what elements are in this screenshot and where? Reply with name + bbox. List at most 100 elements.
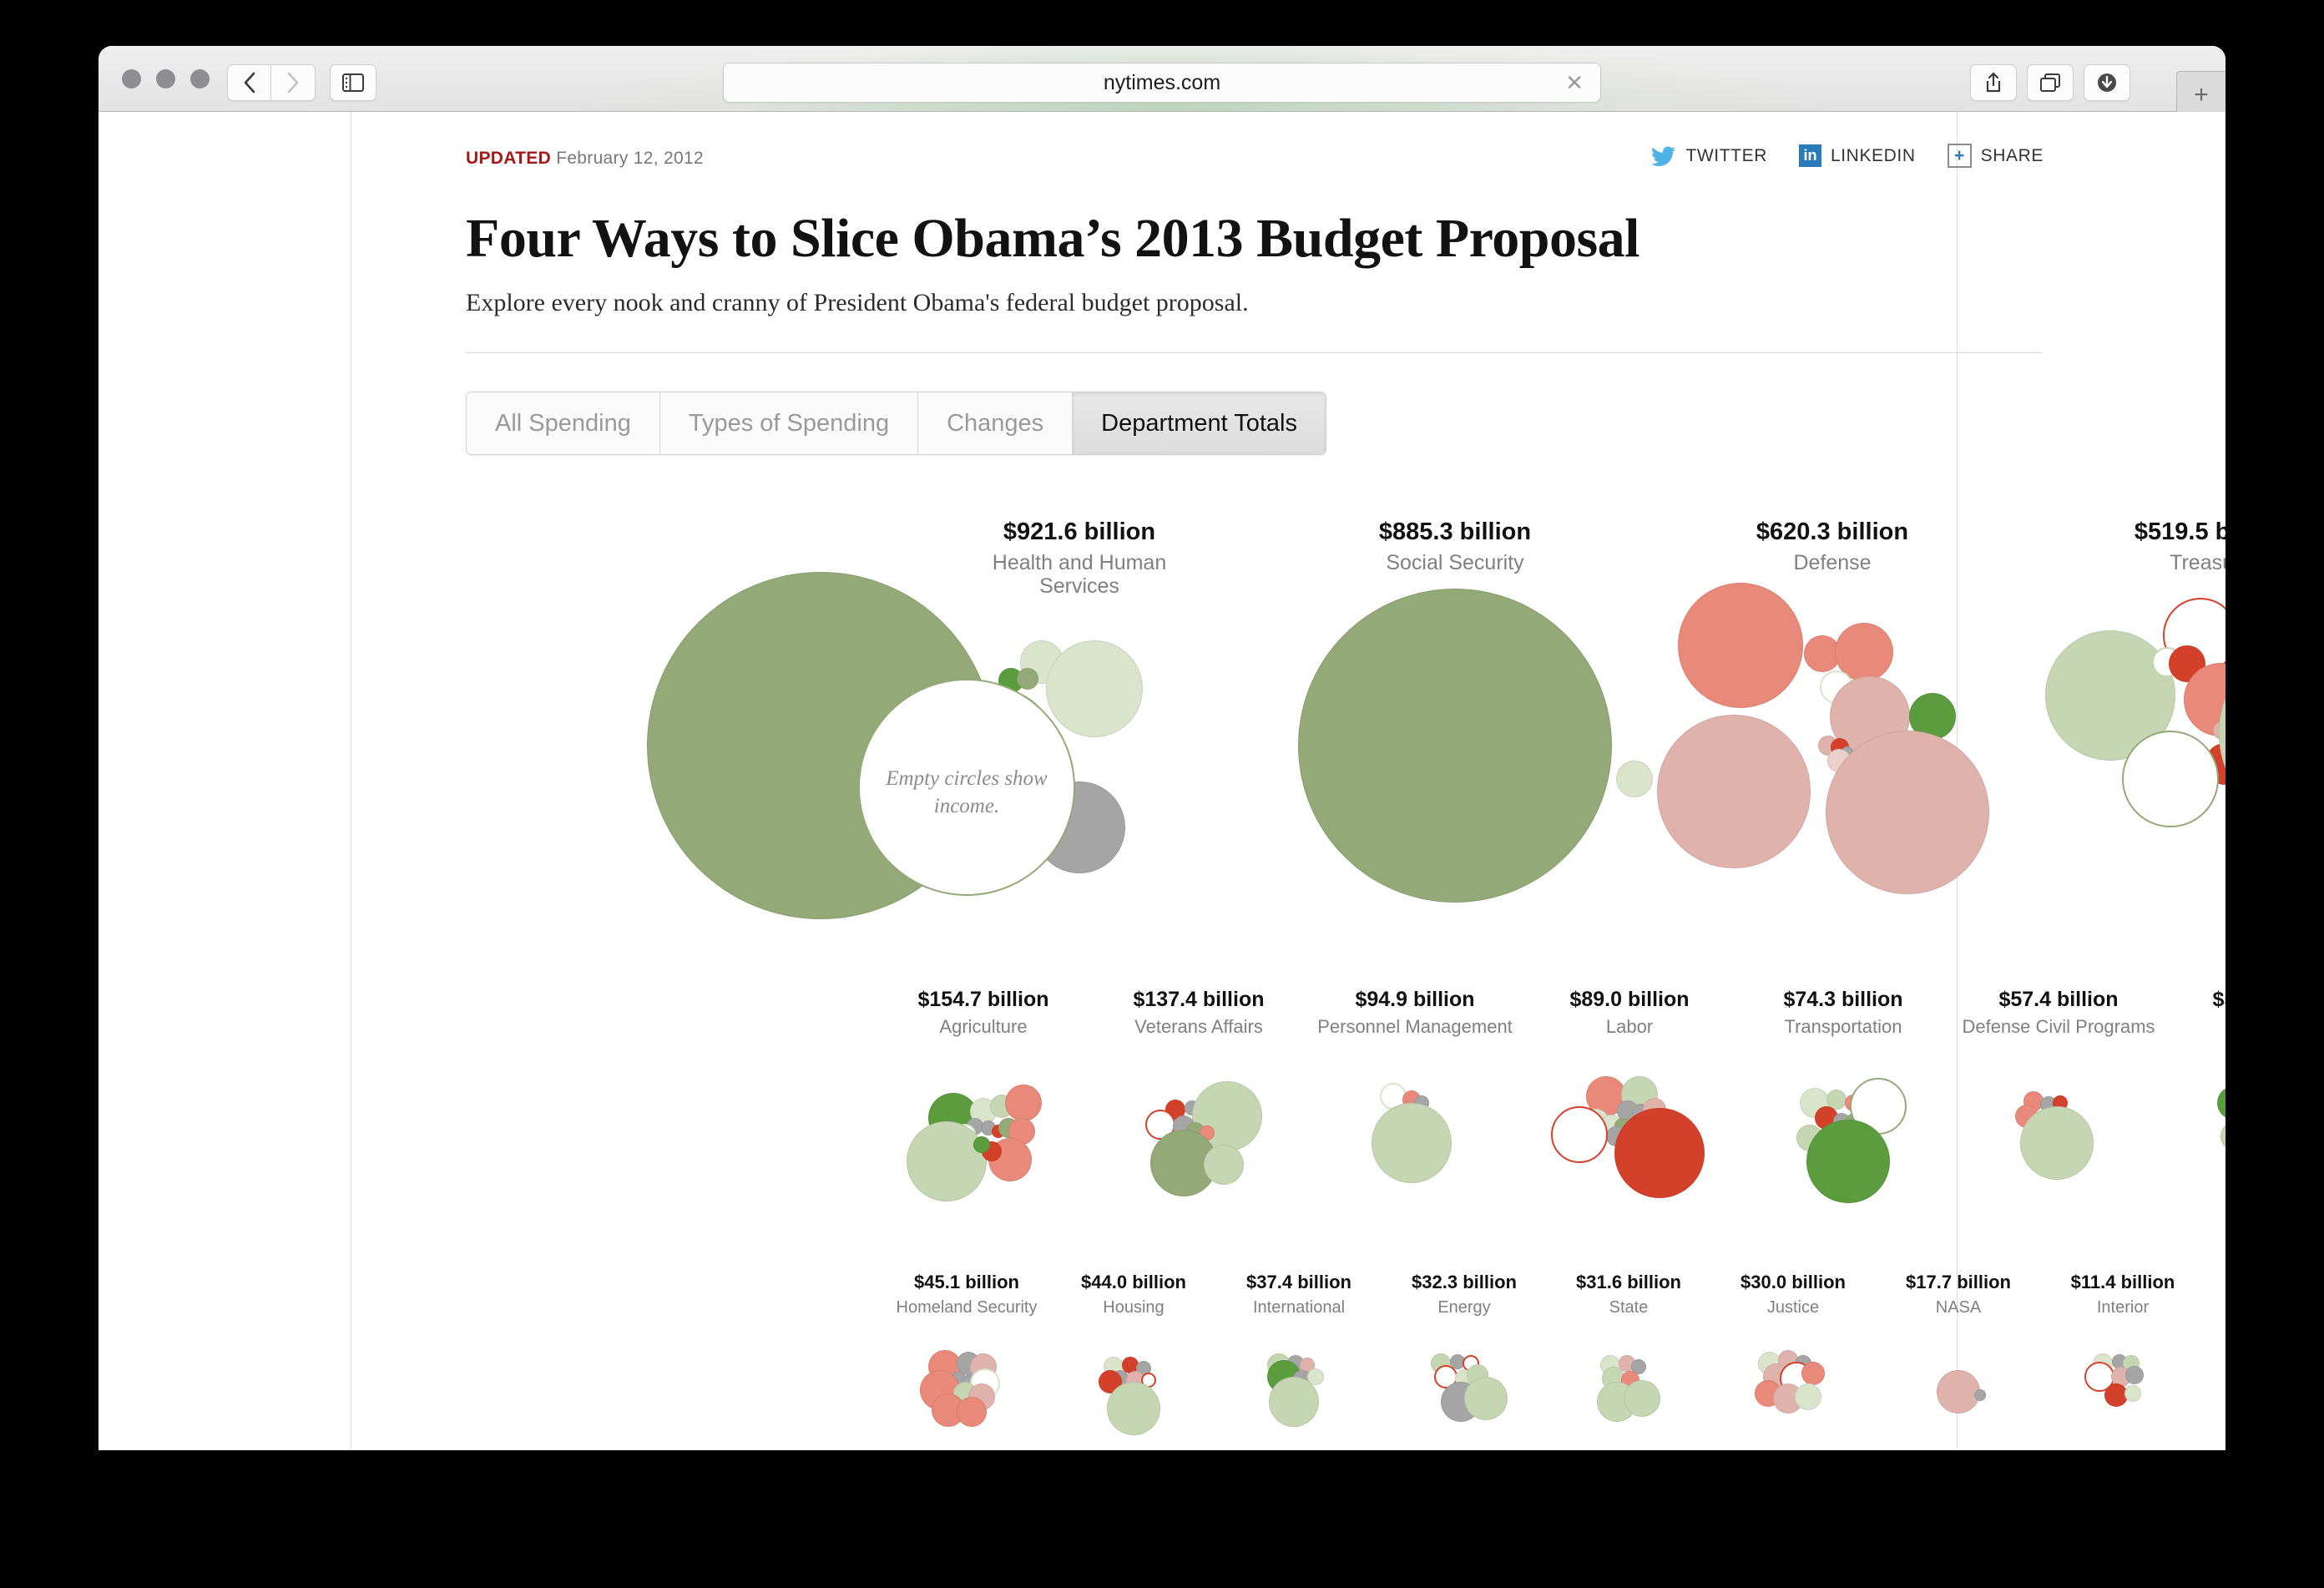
department-value: $137.4 billion xyxy=(1133,988,1265,1011)
forward-button[interactable] xyxy=(270,64,316,101)
department-name: Defense xyxy=(1793,551,1872,574)
maximize-window-button[interactable] xyxy=(190,69,210,89)
kicker-label: UPDATED xyxy=(466,149,552,168)
department-label[interactable]: $154.7 billion Agriculture xyxy=(858,988,1109,1038)
department-label[interactable]: $74.3 billion Transportation xyxy=(1718,988,1968,1038)
income-bubble[interactable] xyxy=(2122,731,2219,827)
kicker-date: February 12, 2012 xyxy=(556,149,704,168)
department-label[interactable]: $45.1 billion Homeland Security xyxy=(841,1272,1092,1317)
chevron-right-icon xyxy=(287,72,299,94)
address-bar[interactable]: nytimes.com ✕ xyxy=(723,63,1601,103)
department-label[interactable]: $620.3 billion Defense xyxy=(1707,518,1958,574)
department-label[interactable]: $921.6 billion Health and Human Services xyxy=(954,518,1205,598)
window-controls[interactable] xyxy=(122,69,210,89)
spending-bubble[interactable] xyxy=(1099,1370,1122,1393)
department-label[interactable]: $11.4 billion Interior xyxy=(1998,1272,2225,1317)
spending-bubble[interactable] xyxy=(1017,668,1038,690)
close-window-button[interactable] xyxy=(122,69,141,89)
share-linkedin-label: LINKEDIN xyxy=(1830,145,1916,165)
department-label[interactable]: $37.4 billion International xyxy=(1174,1272,1424,1317)
department-value: $154.7 billion xyxy=(917,988,1049,1011)
spending-bubble[interactable] xyxy=(1005,1085,1042,1121)
department-value: $11.4 billion xyxy=(2070,1272,2175,1292)
department-label[interactable]: $57.4 billion Defense Civil Programs xyxy=(1933,988,2184,1038)
department-label[interactable]: $55.7 billion Education xyxy=(2147,988,2225,1038)
spending-bubble[interactable] xyxy=(2220,1121,2225,1151)
department-name: International xyxy=(1252,1298,1346,1317)
department-label[interactable]: $137.4 billion Veterans Affairs xyxy=(1074,988,1324,1038)
department-label[interactable]: $32.3 billion Energy xyxy=(1339,1272,1589,1317)
spending-bubble[interactable] xyxy=(2045,630,2175,761)
spending-bubble[interactable] xyxy=(1046,640,1143,737)
kicker-row: UPDATED February 12, 2012 TWITTER in LIN… xyxy=(466,112,2044,199)
spending-bubble[interactable] xyxy=(1801,1362,1825,1385)
spending-bubble[interactable] xyxy=(1937,1370,1980,1414)
new-tab-button[interactable]: + xyxy=(2176,71,2225,119)
income-bubble[interactable] xyxy=(858,679,1075,896)
tab-department-totals[interactable]: Department Totals xyxy=(1073,392,1326,454)
spending-bubble[interactable] xyxy=(1624,1380,1660,1417)
spending-bubble[interactable] xyxy=(2125,1366,2144,1384)
clear-url-button[interactable]: ✕ xyxy=(1565,70,1584,95)
spending-bubble[interactable] xyxy=(1616,761,1653,797)
department-name: Interior xyxy=(2096,1298,2150,1317)
department-label[interactable]: $9.6 billion F.C.C. xyxy=(2163,1272,2225,1317)
share-button[interactable] xyxy=(1970,64,2017,101)
department-label[interactable]: $89.0 billion Labor xyxy=(1504,988,1755,1038)
tab-overview-button[interactable] xyxy=(2027,64,2074,101)
spending-bubble[interactable] xyxy=(2124,1385,2141,1402)
department-name: Veterans Affairs xyxy=(1134,1016,1263,1037)
department-label[interactable]: $17.7 billion NASA xyxy=(1833,1272,2084,1317)
spending-bubble[interactable] xyxy=(1678,583,1803,708)
share-more-button[interactable]: + SHARE xyxy=(1947,144,2044,168)
tab-types-of-spending[interactable]: Types of Spending xyxy=(659,392,919,454)
spending-bubble[interactable] xyxy=(1835,623,1893,681)
spending-bubble[interactable] xyxy=(1657,715,1811,868)
spending-bubble[interactable] xyxy=(1464,1377,1508,1420)
spending-bubble[interactable] xyxy=(1974,1389,1986,1401)
department-label[interactable]: $30.0 billion Justice xyxy=(1668,1272,1918,1317)
spending-bubble[interactable] xyxy=(1307,1368,1324,1385)
tab-all-spending[interactable]: All Spending xyxy=(467,392,660,454)
back-button[interactable] xyxy=(227,64,271,101)
downloads-button[interactable] xyxy=(2084,64,2130,101)
spending-bubble[interactable] xyxy=(1806,1120,1890,1203)
department-name: NASA xyxy=(1935,1298,1982,1317)
spending-bubble[interactable] xyxy=(1804,635,1841,672)
share-linkedin-button[interactable]: in LINKEDIN xyxy=(1798,144,1916,167)
department-name: Social Security xyxy=(1386,551,1524,574)
url-text: nytimes.com xyxy=(1103,70,1221,94)
department-name: Transportation xyxy=(1784,1016,1902,1037)
spending-bubble[interactable] xyxy=(2020,1106,2094,1180)
spending-bubble[interactable] xyxy=(1107,1382,1160,1435)
department-label[interactable]: $44.0 billion Housing xyxy=(1008,1272,1259,1317)
spending-bubble[interactable] xyxy=(1795,1383,1821,1410)
minimize-window-button[interactable] xyxy=(156,69,175,89)
spending-bubble[interactable] xyxy=(1372,1103,1452,1183)
department-label[interactable]: $94.9 billion Personnel Management xyxy=(1290,988,1540,1038)
department-value: $32.3 billion xyxy=(1412,1272,1517,1292)
tab-changes[interactable]: Changes xyxy=(918,392,1074,454)
spending-bubble[interactable] xyxy=(907,1121,987,1201)
spending-bubble[interactable] xyxy=(957,1397,987,1427)
spending-bubble[interactable] xyxy=(1204,1145,1244,1185)
show-sidebar-button[interactable] xyxy=(330,64,376,101)
spending-bubble[interactable] xyxy=(973,1136,990,1153)
department-label[interactable]: $31.6 billion State xyxy=(1503,1272,1754,1317)
spending-bubble[interactable] xyxy=(2104,1383,2128,1407)
department-label[interactable]: $885.3 billion Social Security xyxy=(1330,518,1580,574)
share-twitter-button[interactable]: TWITTER xyxy=(1651,146,1767,166)
spending-bubble[interactable] xyxy=(1614,1108,1705,1198)
article-container: UPDATED February 12, 2012 TWITTER in LIN… xyxy=(466,112,2225,1450)
department-name: Education xyxy=(2147,1017,2225,1038)
spending-bubble[interactable] xyxy=(1826,731,1989,894)
spending-bubble[interactable] xyxy=(1298,589,1612,903)
department-value: $45.1 billion xyxy=(914,1272,1019,1292)
department-label[interactable]: $519.5 billion Treasury xyxy=(2085,518,2225,574)
spending-bubble[interactable] xyxy=(1269,1377,1319,1427)
department-value: $57.4 billion xyxy=(1998,988,2119,1011)
spending-bubble[interactable] xyxy=(2217,1086,2225,1120)
spending-bubble[interactable] xyxy=(1631,1359,1646,1374)
browser-window: nytimes.com ✕ + xyxy=(99,46,2225,1450)
income-bubble[interactable] xyxy=(1551,1106,1608,1163)
